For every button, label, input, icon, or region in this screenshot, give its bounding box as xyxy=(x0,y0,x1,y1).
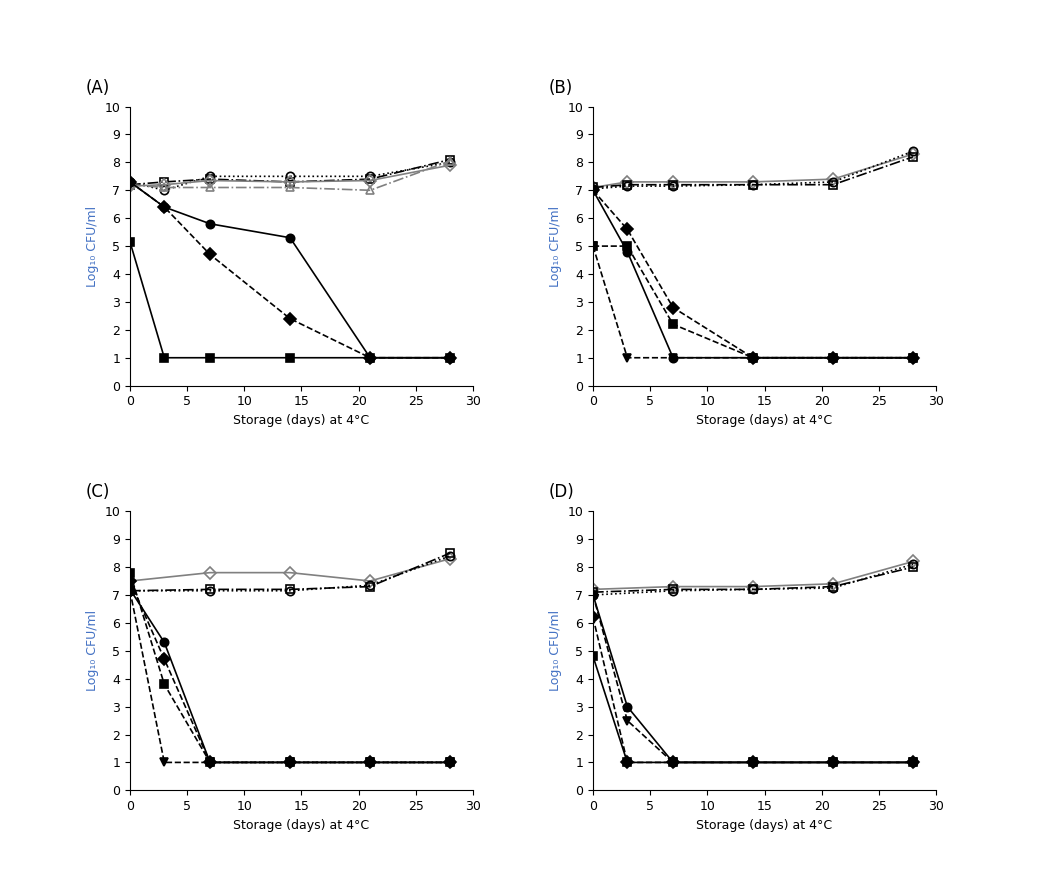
Y-axis label: Log₁₀ CFU/ml: Log₁₀ CFU/ml xyxy=(549,610,562,692)
Y-axis label: Log₁₀ CFU/ml: Log₁₀ CFU/ml xyxy=(86,205,99,287)
Text: (A): (A) xyxy=(85,79,109,97)
Text: (C): (C) xyxy=(85,483,110,502)
X-axis label: Storage (days) at 4°C: Storage (days) at 4°C xyxy=(697,414,833,427)
X-axis label: Storage (days) at 4°C: Storage (days) at 4°C xyxy=(233,414,369,427)
X-axis label: Storage (days) at 4°C: Storage (days) at 4°C xyxy=(233,819,369,831)
Y-axis label: Log₁₀ CFU/ml: Log₁₀ CFU/ml xyxy=(549,205,562,287)
X-axis label: Storage (days) at 4°C: Storage (days) at 4°C xyxy=(697,819,833,831)
Text: (D): (D) xyxy=(548,483,574,502)
Text: (B): (B) xyxy=(548,79,573,97)
Y-axis label: Log₁₀ CFU/ml: Log₁₀ CFU/ml xyxy=(86,610,99,692)
